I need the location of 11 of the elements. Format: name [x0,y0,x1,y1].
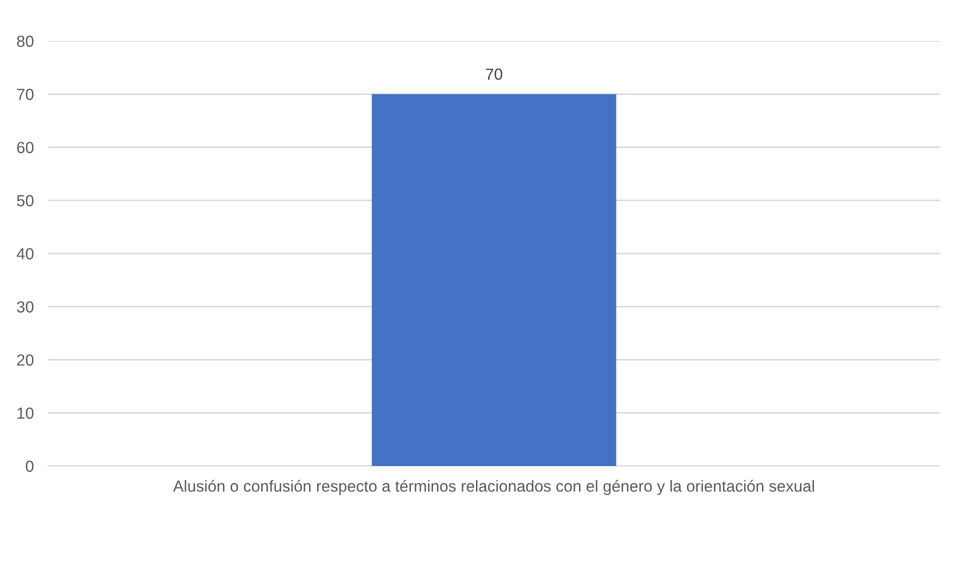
y-tick-label: 0 [26,460,34,472]
x-tick-label: Alusión o confusión respecto a términos relacionados con el género y la orientación sexual [173,480,814,495]
data-label: 70 [486,68,502,80]
y-tick-label: 10 [18,408,34,419]
y-tick-label: 80 [17,36,34,47]
y-tick-label: 30 [16,301,34,313]
y-tick-label: 50 [16,195,34,206]
y-tick-label: 40 [16,248,34,260]
y-tick-label: 60 [17,142,34,154]
y-tick-label: 70 [17,88,34,100]
y-tick-label: 20 [17,354,34,366]
